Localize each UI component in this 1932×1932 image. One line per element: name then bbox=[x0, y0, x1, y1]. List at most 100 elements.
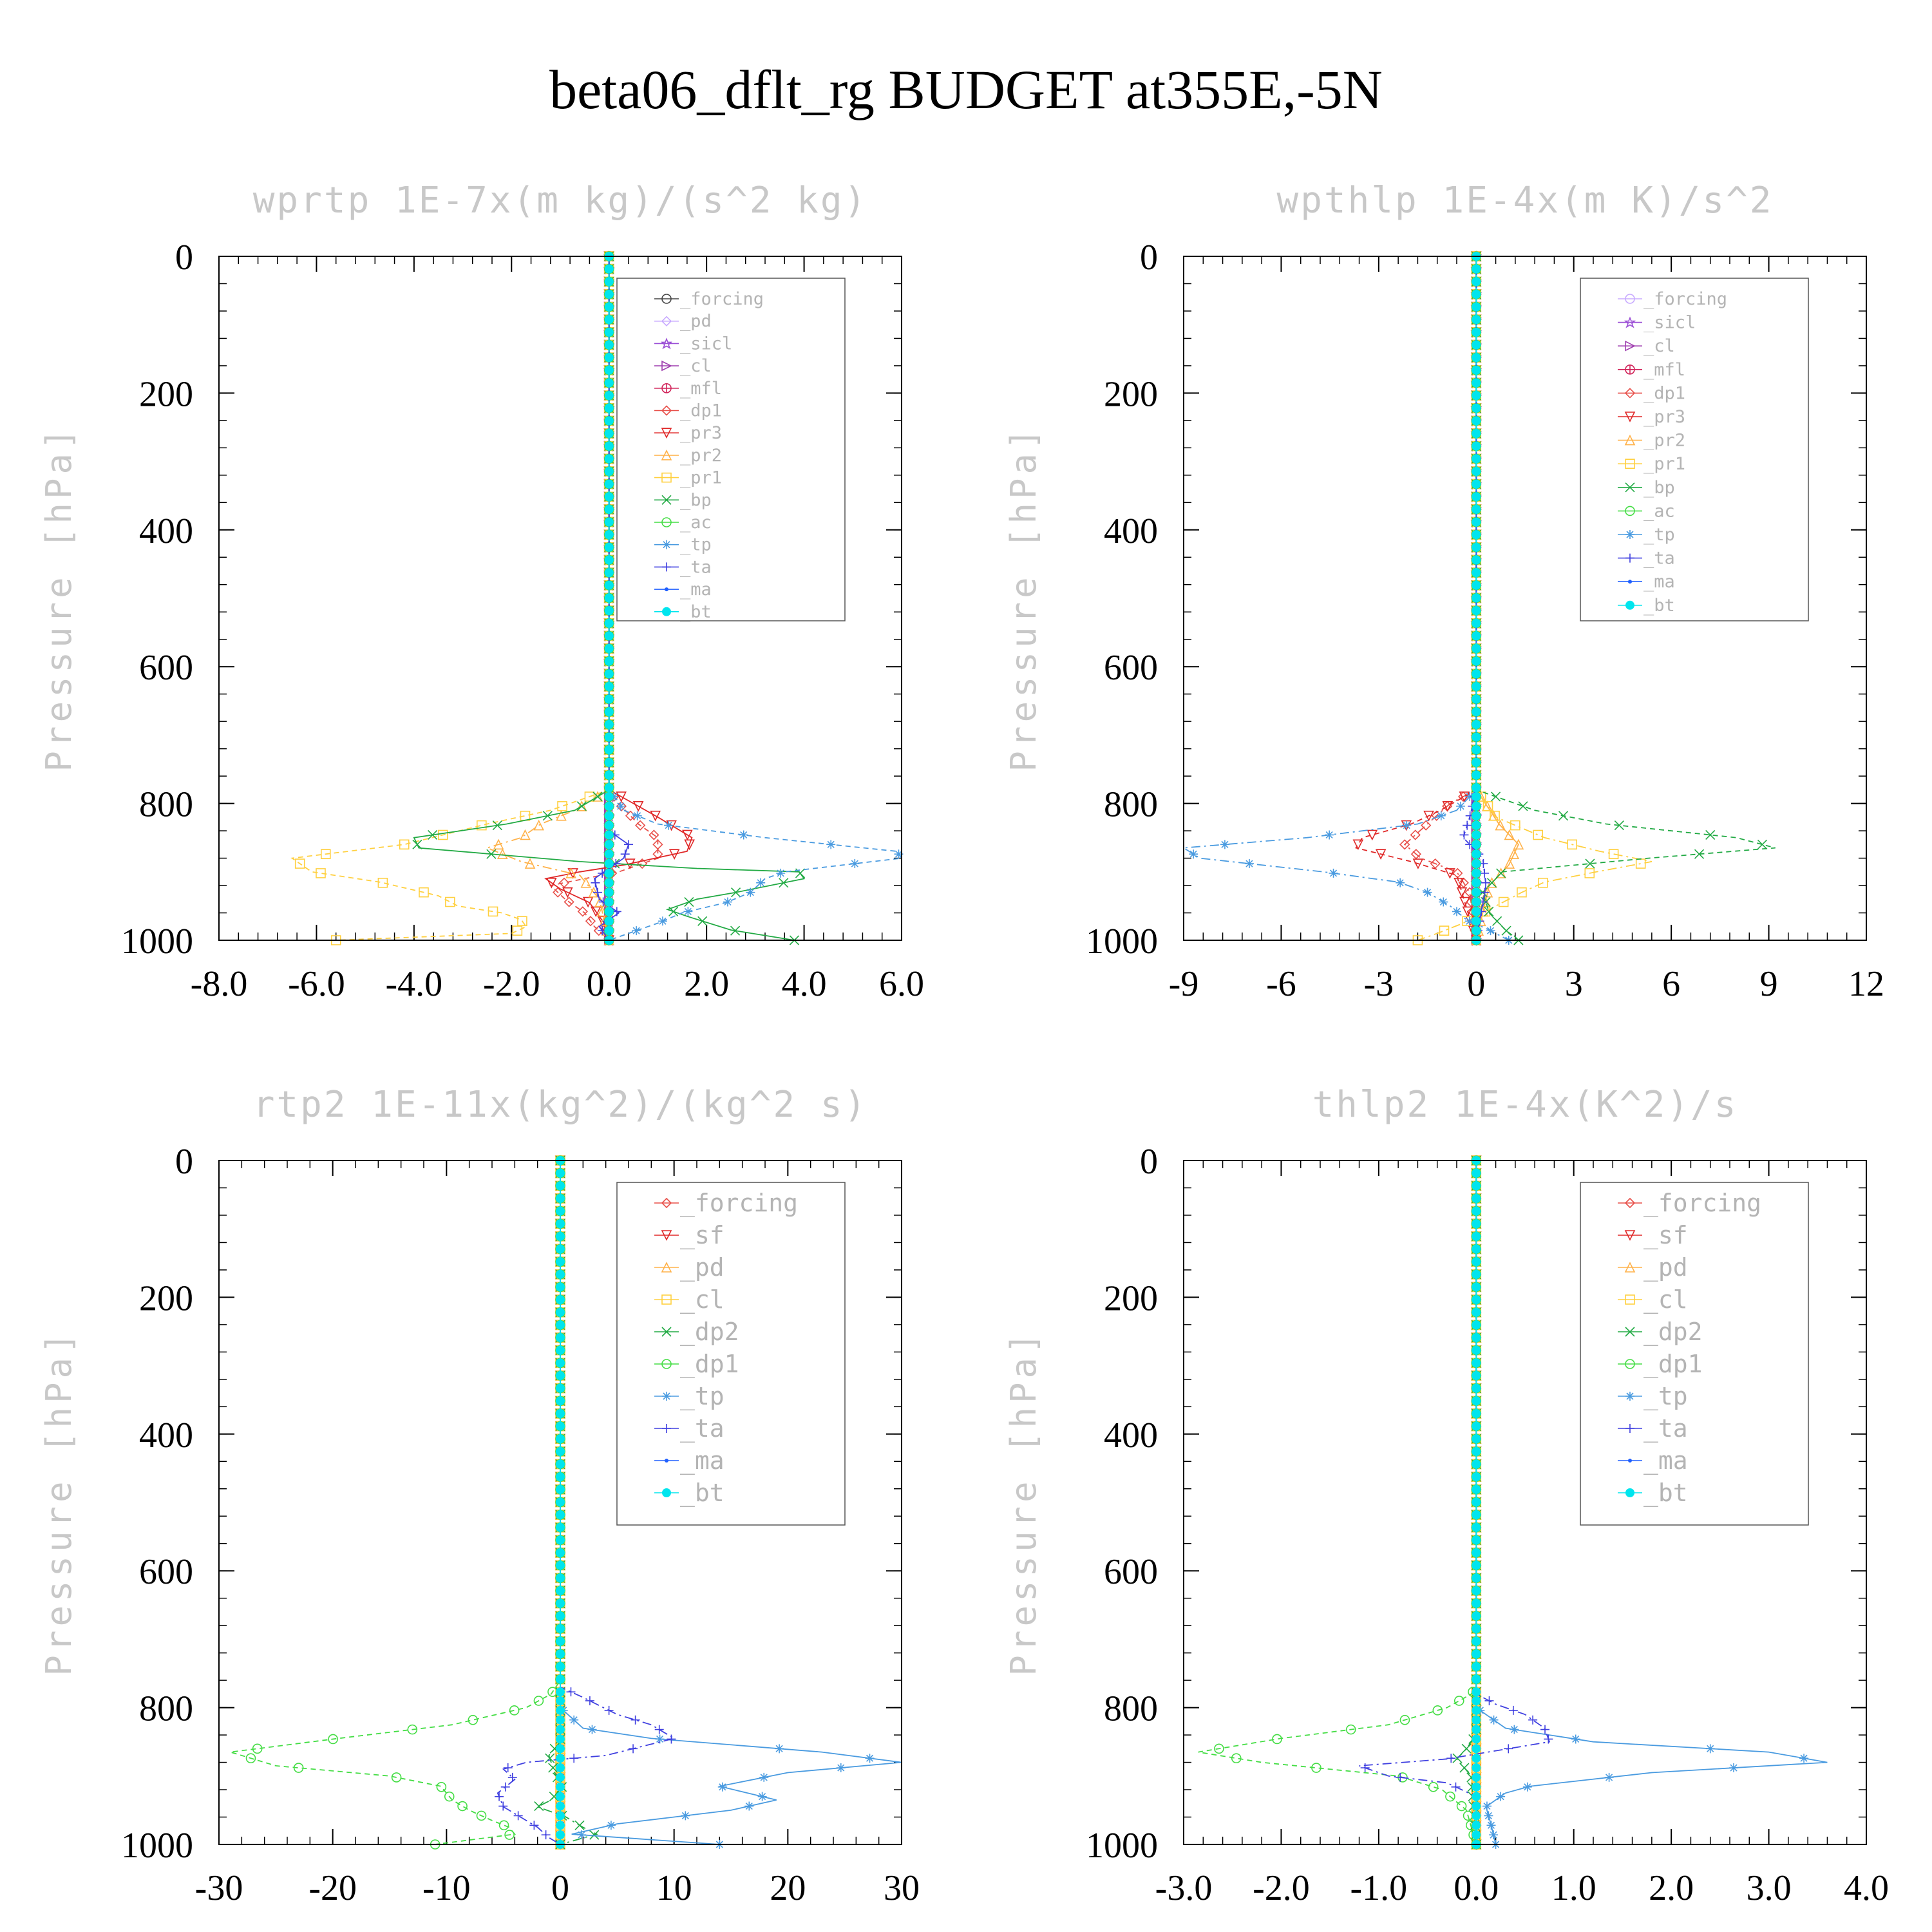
data-point bbox=[556, 1269, 565, 1279]
data-point bbox=[1544, 1734, 1553, 1744]
x-tick-label: 0 bbox=[551, 1868, 569, 1908]
data-point bbox=[587, 1725, 597, 1734]
data-point bbox=[1399, 1714, 1410, 1725]
data-point bbox=[1456, 1801, 1467, 1812]
data-point bbox=[1472, 1598, 1481, 1608]
data-point bbox=[775, 1744, 784, 1754]
legend-marker bbox=[661, 383, 672, 393]
data-point bbox=[534, 1801, 544, 1812]
data-point bbox=[1472, 1510, 1481, 1520]
data-point bbox=[1402, 820, 1412, 830]
data-point bbox=[294, 858, 305, 869]
data-point bbox=[500, 1782, 510, 1792]
legend-marker bbox=[1625, 506, 1635, 516]
series-line bbox=[485, 256, 610, 941]
data-point bbox=[1472, 340, 1481, 350]
data-point bbox=[1472, 618, 1481, 628]
legend-label: _tp bbox=[1643, 1382, 1688, 1411]
data-point bbox=[1472, 732, 1481, 742]
data-point bbox=[1508, 848, 1520, 859]
data-point bbox=[556, 1598, 565, 1608]
data-point bbox=[1472, 878, 1481, 887]
legend-marker bbox=[1624, 1262, 1636, 1273]
data-point bbox=[1375, 849, 1387, 860]
data-point bbox=[1472, 403, 1481, 413]
x-tick-label: 2.0 bbox=[684, 964, 729, 1004]
data-point bbox=[556, 1421, 565, 1431]
data-point bbox=[1705, 829, 1716, 840]
y-tick-label: 600 bbox=[1104, 648, 1158, 688]
data-point bbox=[1584, 868, 1595, 878]
y-tick-label: 200 bbox=[1104, 1278, 1158, 1318]
data-point bbox=[1472, 1782, 1481, 1792]
data-point bbox=[1486, 926, 1495, 936]
data-point bbox=[1472, 916, 1481, 926]
y-tick-label: 200 bbox=[1104, 374, 1158, 414]
data-point bbox=[730, 925, 741, 936]
series-bt bbox=[556, 1156, 565, 1849]
data-point bbox=[1423, 887, 1432, 897]
data-point bbox=[604, 530, 614, 540]
y-axis-label: Pressure [hPa] bbox=[39, 424, 79, 772]
data-point bbox=[1272, 1734, 1282, 1745]
data-point bbox=[1442, 801, 1454, 812]
y-tick-label: 0 bbox=[1140, 238, 1158, 278]
legend-marker bbox=[661, 450, 672, 460]
y-tick-label: 1000 bbox=[121, 1826, 193, 1866]
data-point bbox=[1472, 1320, 1481, 1330]
legend-item: _sf bbox=[1618, 1221, 1688, 1250]
legend-item: _sf bbox=[654, 1221, 724, 1250]
data-point bbox=[604, 353, 614, 363]
data-point bbox=[556, 1383, 565, 1393]
data-point bbox=[630, 1715, 640, 1725]
legend: _forcing _sicl _cl _mfl _dp1 _pr3 _pr2 _pr1 _bp _… bbox=[1580, 278, 1809, 621]
data-point bbox=[556, 1715, 565, 1725]
series-dp1 bbox=[1399, 251, 1482, 946]
data-point bbox=[604, 606, 614, 616]
data-point bbox=[1484, 1811, 1493, 1821]
x-tick-label: 0.0 bbox=[1454, 1868, 1499, 1908]
data-point bbox=[1484, 1696, 1494, 1705]
series-line bbox=[1417, 256, 1653, 941]
data-point bbox=[1472, 1821, 1481, 1830]
data-point bbox=[1608, 849, 1619, 859]
data-point bbox=[1496, 1792, 1506, 1801]
data-point bbox=[604, 302, 614, 312]
legend-item: _pr1 bbox=[1618, 454, 1685, 474]
legend-label: _cl bbox=[680, 356, 712, 376]
data-point bbox=[604, 907, 614, 916]
legend-marker bbox=[1624, 316, 1636, 328]
data-point bbox=[1472, 644, 1481, 654]
data-point bbox=[1757, 839, 1768, 849]
data-point bbox=[492, 820, 502, 831]
series-line bbox=[1475, 256, 1776, 941]
data-point bbox=[1472, 1763, 1481, 1773]
data-point bbox=[612, 907, 621, 916]
legend-marker bbox=[1625, 294, 1635, 304]
data-point bbox=[1504, 829, 1515, 840]
legend-box bbox=[616, 1182, 846, 1526]
data-point bbox=[564, 896, 574, 907]
data-point bbox=[576, 801, 587, 811]
legend-marker bbox=[1628, 1459, 1632, 1463]
data-point bbox=[604, 492, 614, 502]
data-point bbox=[1311, 1763, 1321, 1773]
panel-title: thlp2 1E-4x(K^2)/s bbox=[1312, 1084, 1738, 1126]
data-point bbox=[1472, 897, 1481, 907]
data-point bbox=[504, 1830, 515, 1840]
data-point bbox=[1452, 1753, 1463, 1763]
data-point bbox=[635, 820, 646, 831]
legend-item: _pd bbox=[654, 1253, 724, 1282]
data-point bbox=[1439, 897, 1448, 907]
data-point bbox=[604, 289, 614, 299]
data-point bbox=[556, 1484, 565, 1494]
data-point bbox=[556, 1168, 565, 1178]
data-point bbox=[1352, 839, 1364, 851]
data-point bbox=[569, 1754, 579, 1763]
legend-item: _forcing bbox=[1618, 1189, 1761, 1218]
data-point bbox=[604, 811, 614, 820]
data-point bbox=[457, 1801, 468, 1812]
data-point bbox=[1472, 1421, 1481, 1431]
legend-label: _forcing bbox=[1643, 289, 1727, 309]
data-point bbox=[1456, 887, 1468, 898]
